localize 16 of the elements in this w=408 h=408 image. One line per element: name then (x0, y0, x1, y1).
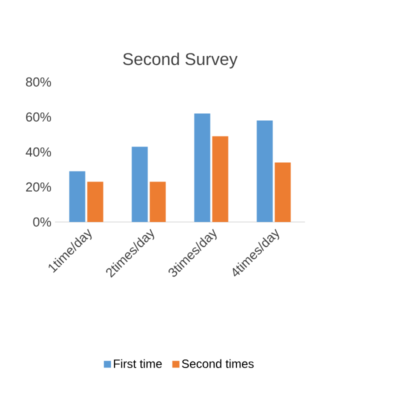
legend-label: First time (114, 359, 162, 368)
bar (150, 182, 166, 222)
chart-title: Second Survey (123, 52, 238, 68)
bar (69, 171, 86, 222)
y-tick-label: 60% (26, 112, 52, 122)
bar (194, 114, 210, 222)
bar (274, 162, 291, 222)
legend-label: Second times (182, 359, 254, 368)
bar (212, 136, 228, 222)
bar (132, 146, 148, 222)
y-tick-label: 20% (26, 182, 52, 192)
y-tick-label: 0% (33, 217, 52, 227)
bar (87, 182, 104, 222)
bar (256, 120, 273, 222)
y-tick-label: 40% (26, 147, 52, 157)
y-tick-label: 80% (26, 77, 52, 87)
